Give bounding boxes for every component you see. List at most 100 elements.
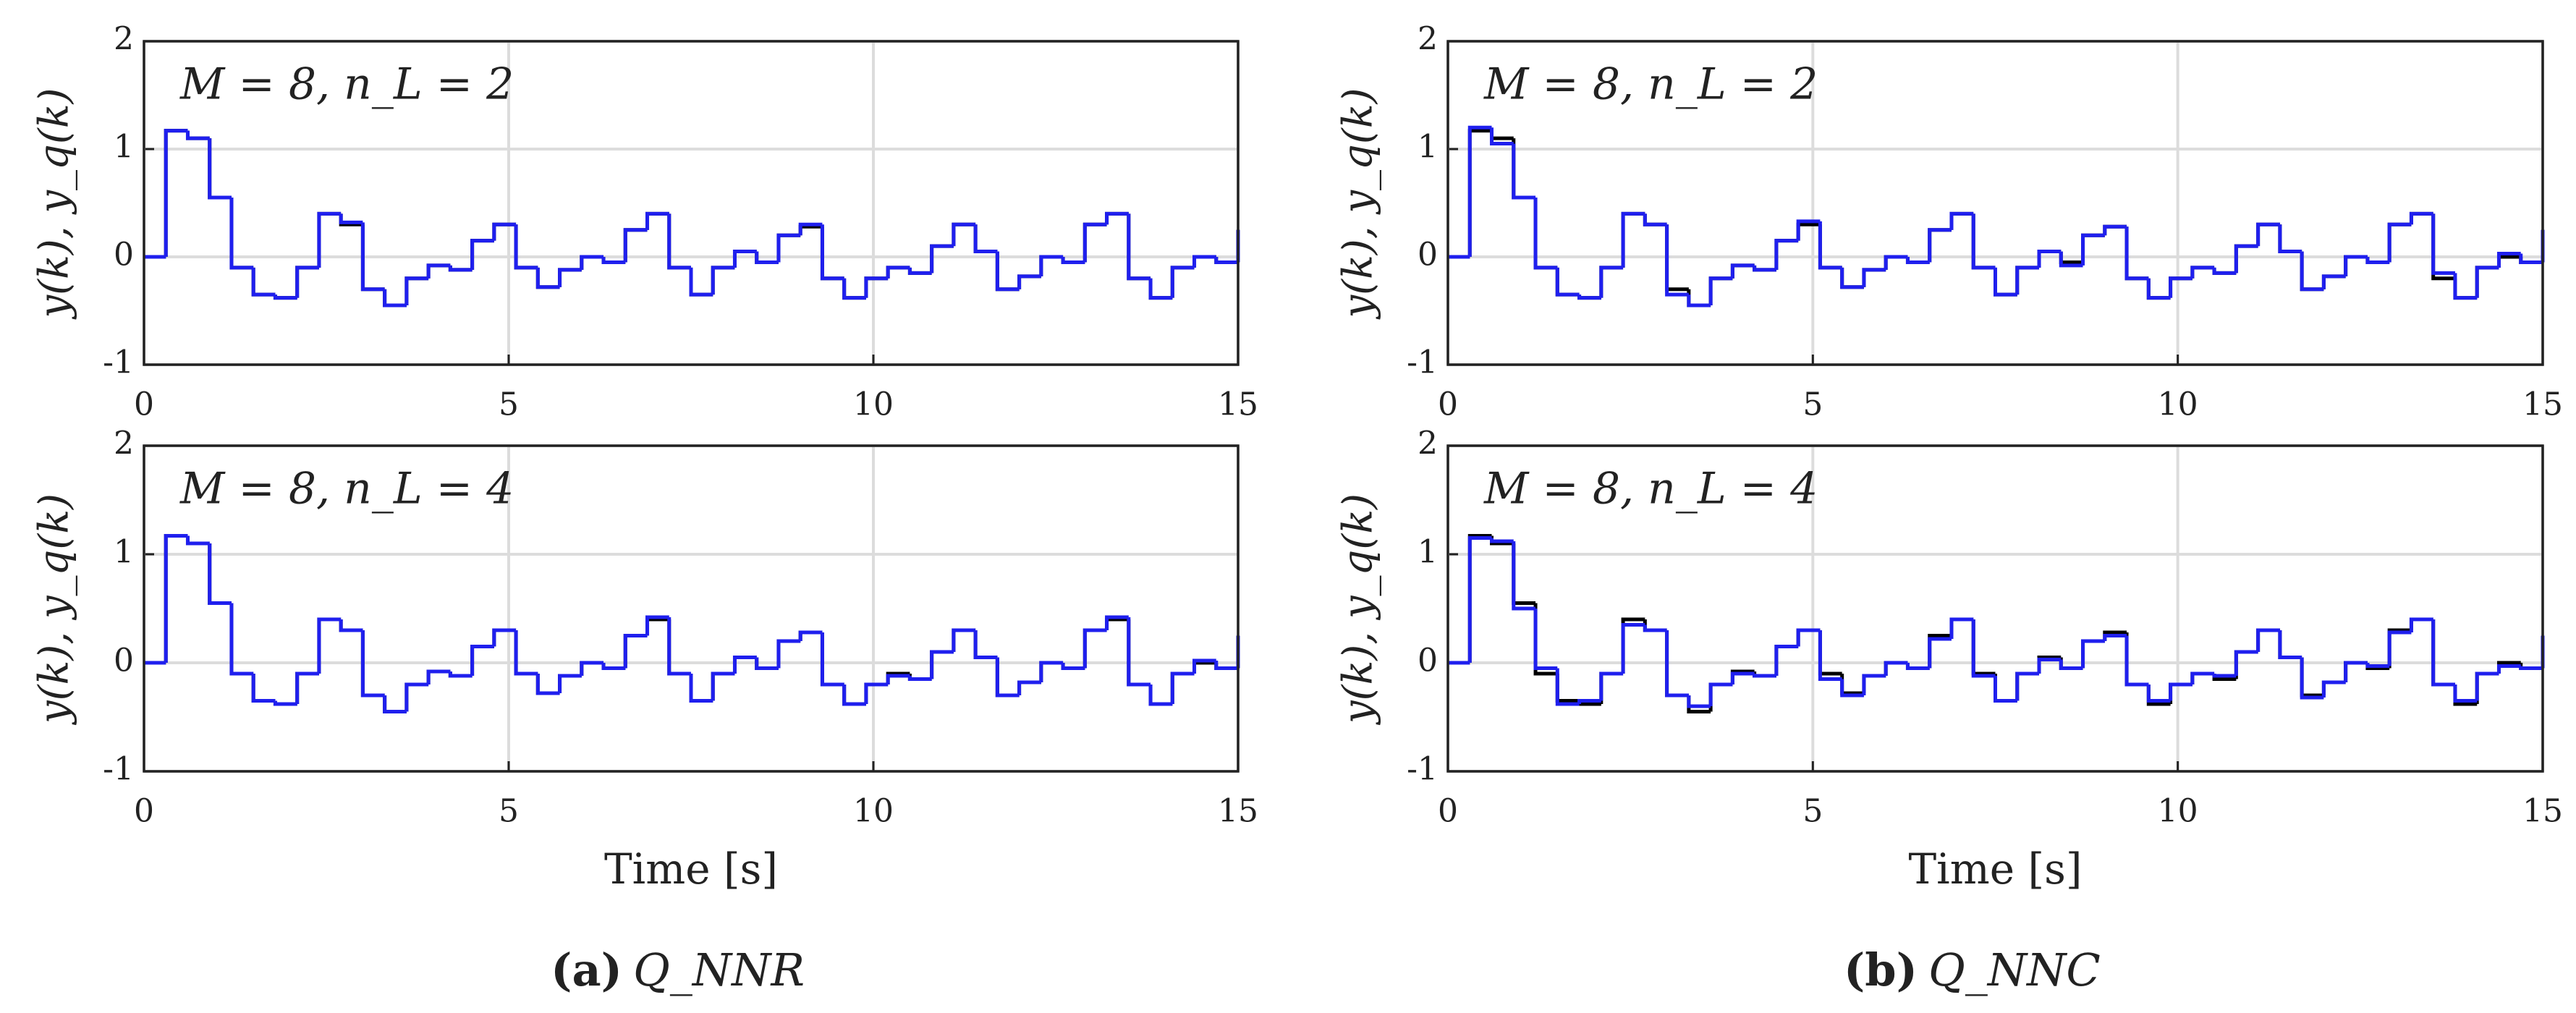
step-segment [1774,239,1799,270]
step-segment [623,634,648,669]
step-segment [755,657,779,670]
step-segment [1577,699,1601,704]
step-segment [689,267,713,297]
step-segment [1577,294,1601,300]
step-segment [229,603,254,676]
annotation: M = 8, n_L = 4 [179,464,514,514]
step-segment [1192,658,1216,674]
annotation: M = 8, n_L = 4 [1483,464,1818,514]
step-segment [1148,278,1173,300]
step-segment [732,656,757,674]
step-segment [1949,211,1974,230]
step-segment [1061,257,1085,264]
x-tick-label: 5 [499,793,519,830]
plot-area [144,41,1238,365]
step-segment [470,645,494,676]
step-segment [907,267,932,275]
step-segment [601,257,626,264]
step-segment [1533,198,1558,270]
step-segment [448,265,473,272]
step-segment [2212,674,2237,678]
x-tick-label: 15 [2522,386,2563,423]
x-tick-label: 5 [1802,386,1823,423]
step-segment [492,222,517,241]
step-segment [1643,213,1667,226]
step-segment [1039,255,1064,276]
y-tick-label: 1 [114,129,134,166]
step-segment [1039,661,1064,682]
step-segment [820,224,844,281]
x-tick-label: 15 [1218,386,1258,423]
step-segment [1214,661,1238,670]
x-tick-label: 0 [1438,386,1458,423]
step-segment [1599,671,1624,701]
axes-box [143,40,1240,366]
step-segment [2190,671,2215,684]
axes-box [143,444,1240,773]
axes-box [1446,444,2544,773]
caption-label: (b) [1844,944,1918,996]
step-segment [645,211,669,230]
step-segment [2475,671,2499,701]
annotation: M = 8, n_L = 2 [179,59,514,110]
x-tick-label: 10 [2158,386,2198,423]
step-segment [952,628,976,652]
y-tick-label: 0 [114,643,134,679]
step-segment [2103,634,2127,641]
step-segment [1665,224,1689,297]
caption-label: (a) [551,944,622,996]
step-segment [2059,659,2083,670]
x-axis-label: Time [s] [1908,844,2082,894]
step-segment [1082,222,1107,263]
step-segment [2496,664,2521,674]
step-segment [1730,671,1755,684]
step-segment [1971,213,1996,270]
step-segment [1928,228,1952,263]
step-segment [2475,266,2499,298]
step-segment [426,263,451,279]
step-segment [732,250,757,268]
x-tick-label: 5 [499,386,519,423]
step-segment [1127,617,1151,687]
step-segment [360,630,385,698]
step-segment [1840,679,1864,698]
step-segment [842,684,866,706]
step-segment [208,543,232,605]
step-segment [1017,274,1041,289]
step-segment [886,266,910,279]
step-segment [339,213,363,224]
plot-area [144,446,1238,771]
step-segment [251,267,276,297]
step-segment [2278,630,2302,659]
x-tick-label: 10 [853,386,894,423]
step-segment [514,224,538,270]
step-segment [864,276,889,298]
step-segment [1017,680,1041,695]
step-segment [580,255,604,270]
x-tick-label: 0 [1438,793,1458,830]
step-segment [1949,617,1974,639]
step-segment [1214,257,1238,264]
step-segment [2496,252,2521,268]
step-segment [2409,211,2433,225]
y-tick-label: 0 [1418,643,1438,679]
step-segment [1621,623,1645,674]
step-segment [1555,267,1580,297]
step-segment [973,224,998,254]
step-segment [2387,222,2412,263]
y-tick-label: -1 [103,751,134,788]
x-tick-label: 15 [1218,793,1258,830]
x-axis-label: Time [s] [604,844,778,894]
step-segment [2146,684,2171,703]
caption-text: Q_NNC [1928,944,2101,996]
step-segment [1994,267,2017,297]
step-segment [1127,213,1151,281]
step-segment [798,222,823,236]
step-segment [886,674,910,684]
y-tick-label: -1 [103,344,134,381]
step-segment [535,674,560,695]
step-segment [1796,219,1821,241]
step-segment [2344,255,2368,276]
step-segment [1105,615,1129,630]
step-segment [2124,635,2149,687]
